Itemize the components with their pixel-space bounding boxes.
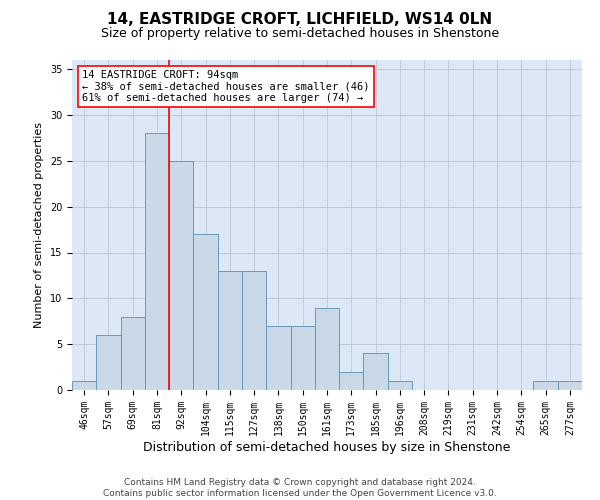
Bar <box>121 316 145 390</box>
Bar <box>72 381 96 390</box>
Bar <box>533 381 558 390</box>
Bar <box>339 372 364 390</box>
Bar <box>193 234 218 390</box>
X-axis label: Distribution of semi-detached houses by size in Shenstone: Distribution of semi-detached houses by … <box>143 440 511 454</box>
Text: Contains HM Land Registry data © Crown copyright and database right 2024.
Contai: Contains HM Land Registry data © Crown c… <box>103 478 497 498</box>
Bar <box>266 326 290 390</box>
Text: Size of property relative to semi-detached houses in Shenstone: Size of property relative to semi-detach… <box>101 28 499 40</box>
Text: 14 EASTRIDGE CROFT: 94sqm
← 38% of semi-detached houses are smaller (46)
61% of : 14 EASTRIDGE CROFT: 94sqm ← 38% of semi-… <box>82 70 370 103</box>
Bar <box>290 326 315 390</box>
Bar <box>364 354 388 390</box>
Bar <box>145 134 169 390</box>
Bar <box>169 161 193 390</box>
Text: 14, EASTRIDGE CROFT, LICHFIELD, WS14 0LN: 14, EASTRIDGE CROFT, LICHFIELD, WS14 0LN <box>107 12 493 28</box>
Bar <box>96 335 121 390</box>
Y-axis label: Number of semi-detached properties: Number of semi-detached properties <box>34 122 44 328</box>
Bar <box>218 271 242 390</box>
Bar <box>558 381 582 390</box>
Bar <box>315 308 339 390</box>
Bar <box>388 381 412 390</box>
Bar <box>242 271 266 390</box>
